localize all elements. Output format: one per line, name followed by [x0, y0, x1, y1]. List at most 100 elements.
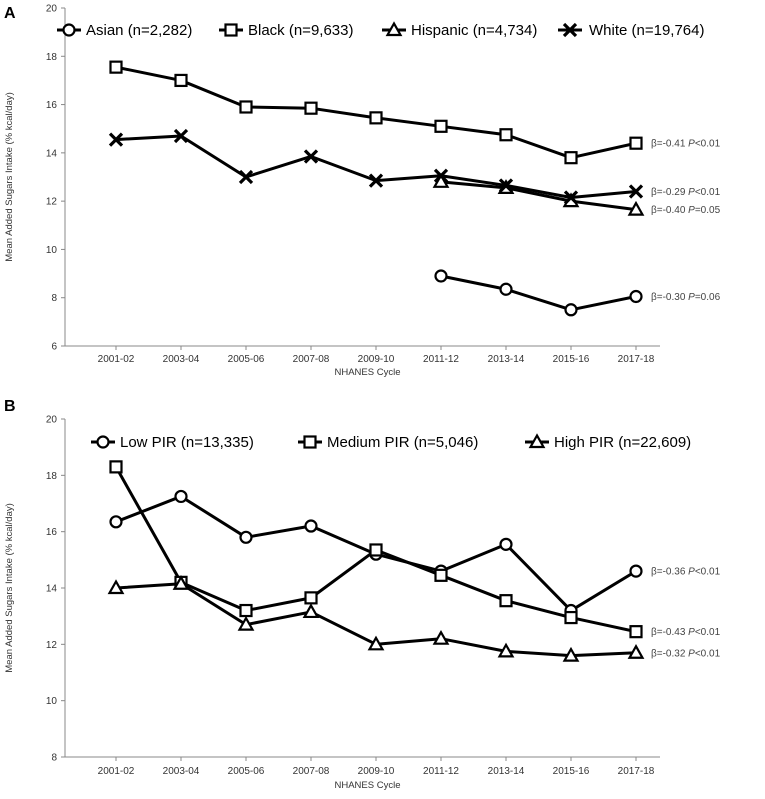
y-axis-title: Mean Added Sugars Intake (% kcal/day): [4, 503, 15, 673]
data-point-square: [369, 111, 383, 125]
data-point-square: [304, 591, 318, 605]
data-point-x: [563, 190, 579, 205]
beta-annotation: β=-0.43 P<0.01: [651, 627, 721, 638]
data-point-square: [564, 610, 578, 625]
data-point-circle: [564, 303, 578, 317]
chart-panel-B: B 8 10 12 14 16 18 20 2001-02 2003-04 2005-06 2007-…: [4, 398, 721, 791]
data-point-square: [369, 543, 383, 557]
data-point-circle: [304, 519, 318, 533]
data-point-x: [628, 184, 644, 199]
x-tick-label: 2011-12: [423, 354, 459, 365]
series-square: β=-0.43 P<0.01: [109, 460, 721, 639]
series-square: β=-0.41 P<0.01: [109, 60, 721, 165]
legend-item: White (n=19,764): [558, 22, 704, 39]
x-tick-label: 2003-04: [163, 766, 200, 777]
data-point-square: [434, 119, 448, 133]
data-point-circle: [499, 537, 513, 551]
legend-item: Hispanic (n=4,734): [382, 21, 537, 39]
x-axis-title: NHANES Cycle: [335, 367, 401, 378]
data-point-triangle: [172, 575, 190, 590]
beta-annotation: β=-0.41 P<0.01: [651, 139, 721, 150]
y-tick-label: 14: [46, 148, 58, 159]
data-point-triangle: [367, 635, 385, 651]
legend-marker-triangle: [528, 433, 546, 449]
data-point-circle: [629, 564, 643, 578]
legend-item: Low PIR (n=13,335): [91, 434, 254, 451]
data-point-circle: [434, 269, 448, 283]
legend-marker-circle: [96, 435, 110, 449]
x-tick-label: 2007-08: [293, 766, 330, 777]
legend-label: Asian (n=2,282): [86, 22, 192, 39]
series-circle: β=-0.30 P=0.06: [434, 269, 721, 317]
y-tick-label: 12: [46, 197, 58, 208]
x-tick-label: 2009-10: [358, 354, 395, 365]
y-tick-label: 8: [51, 753, 57, 764]
x-tick-label: 2003-04: [163, 354, 200, 365]
beta-annotation: β=-0.29 P<0.01: [651, 187, 721, 198]
data-point-x: [173, 128, 189, 144]
data-point-square: [434, 568, 448, 582]
series-line: [440, 180, 637, 212]
legend-label: High PIR (n=22,609): [554, 434, 691, 451]
x-tick-label: 2017-18: [618, 354, 655, 365]
beta-annotation: β=-0.40 P=0.05: [651, 205, 721, 216]
legend-item: High PIR (n=22,609): [525, 433, 691, 451]
data-point-circle: [499, 282, 513, 296]
data-point-triangle: [497, 642, 515, 658]
x-tick-label: 2009-10: [358, 766, 395, 777]
legend-label: Low PIR (n=13,335): [120, 434, 254, 451]
data-point-square: [304, 101, 318, 115]
legend-label: Black (n=9,633): [248, 22, 353, 39]
data-point-square: [564, 151, 578, 165]
data-point-triangle: [107, 579, 125, 595]
data-point-square: [109, 460, 123, 474]
y-tick-label: 16: [46, 527, 58, 538]
data-point-x: [433, 168, 449, 183]
data-point-square: [239, 603, 253, 618]
x-tick-label: 2015-16: [553, 766, 590, 777]
chart-panel-A: A 6 8 10 12 14 16 18 20 2001-02 2003-04 2005-06 2007…: [4, 4, 721, 379]
series-triangle: β=-0.32 P<0.01: [107, 575, 721, 662]
x-tick-label: 2017-18: [618, 766, 655, 777]
x-tick-label: 2001-02: [98, 354, 135, 365]
y-tick-label: 18: [46, 52, 58, 63]
series-x: β=-0.29 P<0.01: [108, 128, 721, 205]
y-tick-label: 16: [46, 100, 58, 111]
data-point-triangle: [237, 615, 255, 631]
x-tick-label: 2011-12: [423, 766, 459, 777]
beta-annotation: β=-0.36 P<0.01: [651, 567, 721, 578]
legend-label: Medium PIR (n=5,046): [327, 434, 478, 451]
legend-marker-square: [224, 23, 238, 37]
data-point-triangle: [562, 646, 580, 662]
data-point-circle: [174, 489, 188, 504]
legend-item: Asian (n=2,282): [57, 22, 192, 39]
data-point-square: [109, 60, 123, 74]
x-tick-label: 2015-16: [553, 354, 590, 365]
data-point-triangle: [432, 629, 450, 645]
x-tick-label: 2007-08: [293, 354, 330, 365]
y-tick-label: 8: [51, 293, 57, 304]
data-point-x: [498, 178, 514, 193]
x-axis-title: NHANES Cycle: [335, 780, 401, 791]
series-line: [115, 134, 637, 200]
legend-label: Hispanic (n=4,734): [411, 22, 537, 39]
y-tick-label: 12: [46, 640, 58, 651]
panel-letter: B: [4, 398, 16, 415]
legend-item: Black (n=9,633): [219, 22, 353, 39]
legend-marker-x: [562, 22, 578, 38]
data-point-circle: [109, 515, 123, 529]
x-tick-label: 2001-02: [98, 766, 135, 777]
y-tick-label: 6: [51, 342, 57, 353]
y-tick-label: 10: [46, 696, 58, 707]
legend-marker-square: [303, 435, 317, 449]
data-point-x: [303, 149, 319, 164]
data-point-square: [239, 100, 253, 114]
data-point-triangle: [627, 200, 645, 216]
data-point-triangle: [302, 603, 320, 619]
data-point-square: [499, 128, 513, 142]
y-axis-title: Mean Added Sugars Intake (% kcal/day): [4, 92, 15, 262]
panel-letter: A: [4, 5, 16, 22]
data-point-x: [238, 169, 254, 185]
data-point-square: [629, 625, 643, 639]
